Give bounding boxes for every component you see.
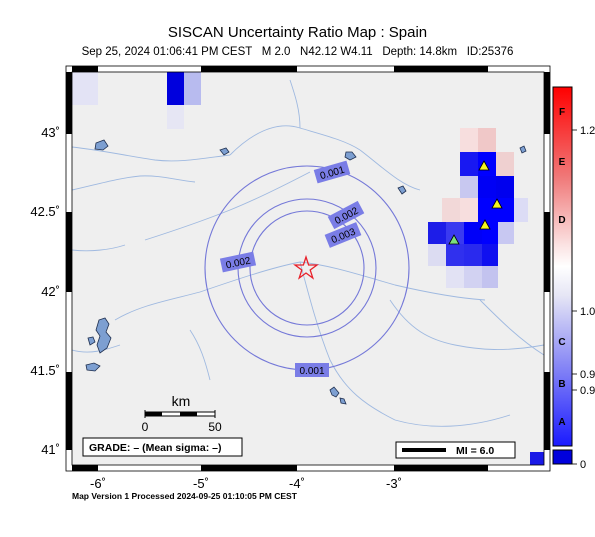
map-frame (65, 65, 551, 472)
lat-label: 41.5˚ (30, 363, 60, 378)
scale-values: 1.2 1.0 0.9 0.9 0 (580, 125, 595, 471)
grade-letter: D (558, 215, 565, 226)
lat-label: 41˚ (41, 442, 60, 457)
longitude-labels: -6˚ -5˚ -4˚ -3˚ (90, 476, 402, 491)
latitude-labels: 43˚ 42.5˚ 42˚ 41.5˚ 41˚ (30, 125, 60, 457)
grade-letter: F (559, 107, 565, 118)
color-scale: F E D C B A 1.2 1.0 0.9 0.9 0 (552, 86, 595, 471)
contour-circle-inner (249, 210, 365, 326)
lon-label: -5˚ (193, 476, 209, 491)
grade-text: GRADE: – (Mean sigma: –) (89, 442, 221, 454)
event-location: N42.12 W4.11 (300, 46, 373, 58)
scale-value: 0.9 (580, 369, 595, 381)
stations (448, 160, 503, 245)
event-depth: Depth: 14.8km (382, 46, 458, 58)
rivers (72, 79, 544, 427)
lakes (85, 131, 527, 405)
contour-labels: 0.001 0.002 0.003 0.002 0.001 (219, 160, 365, 377)
scale-value: 1.2 (580, 125, 595, 137)
contour-label: 0.002 (225, 255, 252, 271)
grade-letters: F E D C B A (558, 107, 565, 428)
scale-tick: 50 (208, 420, 222, 434)
mi-legend: MI = 6.0 (395, 441, 516, 459)
station-marker (479, 219, 491, 230)
station-marker (448, 234, 460, 245)
scale-bar: km 0 50 (142, 393, 222, 434)
lon-label: -4˚ (289, 476, 305, 491)
grade-letter: B (558, 379, 565, 390)
map-title: SISCAN Uncertainty Ratio Map : Spain (167, 24, 428, 41)
scale-value: 1.0 (580, 306, 595, 318)
lon-label: -3˚ (386, 476, 402, 491)
contour-label: 0.001 (299, 366, 324, 377)
grade-letter: E (559, 157, 566, 168)
epicenter-star (293, 254, 319, 280)
event-datetime: Sep 25, 2024 01:06:41 PM CEST (81, 46, 253, 58)
scale-tick: 0 (142, 420, 149, 434)
processing-footer: Map Version 1 Processed 2024-09-25 01:10… (72, 491, 297, 501)
grade-letter: C (558, 337, 565, 348)
lat-label: 43˚ (41, 125, 60, 140)
grade-letter: A (558, 417, 565, 428)
lat-label: 42.5˚ (30, 204, 60, 219)
scale-unit: km (172, 393, 191, 409)
event-magnitude: M 2.0 (261, 46, 291, 58)
lon-label: -6˚ (90, 476, 106, 491)
station-marker (478, 160, 490, 171)
event-summary: Sep 25, 2024 01:06:41 PM CEST M 2.0 N42.… (0, 46, 595, 58)
station-marker (491, 198, 503, 209)
scale-value: 0.9 (580, 385, 595, 397)
event-id: ID:25376 (466, 46, 514, 58)
grade-box: GRADE: – (Mean sigma: –) (82, 437, 243, 457)
lat-label: 42˚ (41, 284, 60, 299)
scale-value: 0 (580, 459, 586, 471)
mi-legend-text: MI = 6.0 (456, 445, 494, 457)
